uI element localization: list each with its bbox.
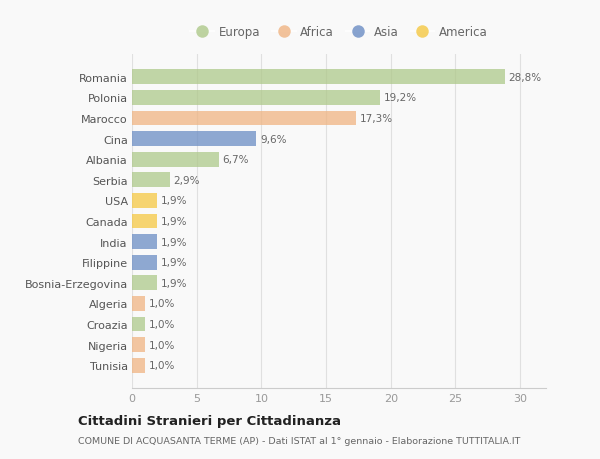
Bar xyxy=(132,255,157,270)
Text: 1,9%: 1,9% xyxy=(160,217,187,226)
Bar xyxy=(132,358,145,373)
Text: 19,2%: 19,2% xyxy=(384,93,418,103)
Text: 2,9%: 2,9% xyxy=(173,175,200,185)
Text: 28,8%: 28,8% xyxy=(508,73,542,83)
Bar xyxy=(132,194,157,208)
Text: 1,0%: 1,0% xyxy=(149,319,175,329)
Text: 1,9%: 1,9% xyxy=(160,257,187,268)
Text: 1,9%: 1,9% xyxy=(160,237,187,247)
Bar xyxy=(132,317,145,331)
Text: 1,0%: 1,0% xyxy=(149,299,175,308)
Bar xyxy=(132,337,145,352)
Bar xyxy=(132,214,157,229)
Bar xyxy=(132,132,256,147)
Text: Cittadini Stranieri per Cittadinanza: Cittadini Stranieri per Cittadinanza xyxy=(78,414,341,428)
Legend: Europa, Africa, Asia, America: Europa, Africa, Asia, America xyxy=(185,21,493,44)
Text: 17,3%: 17,3% xyxy=(360,114,393,123)
Text: 1,9%: 1,9% xyxy=(160,196,187,206)
Bar xyxy=(132,152,218,167)
Bar xyxy=(132,235,157,249)
Text: 6,7%: 6,7% xyxy=(223,155,249,165)
Bar xyxy=(132,91,380,106)
Bar xyxy=(132,112,356,126)
Bar xyxy=(132,173,170,188)
Bar xyxy=(132,70,505,85)
Text: COMUNE DI ACQUASANTA TERME (AP) - Dati ISTAT al 1° gennaio - Elaborazione TUTTIT: COMUNE DI ACQUASANTA TERME (AP) - Dati I… xyxy=(78,436,520,445)
Bar xyxy=(132,276,157,291)
Text: 1,0%: 1,0% xyxy=(149,340,175,350)
Text: 1,9%: 1,9% xyxy=(160,278,187,288)
Text: 1,0%: 1,0% xyxy=(149,360,175,370)
Bar xyxy=(132,296,145,311)
Text: 9,6%: 9,6% xyxy=(260,134,287,144)
